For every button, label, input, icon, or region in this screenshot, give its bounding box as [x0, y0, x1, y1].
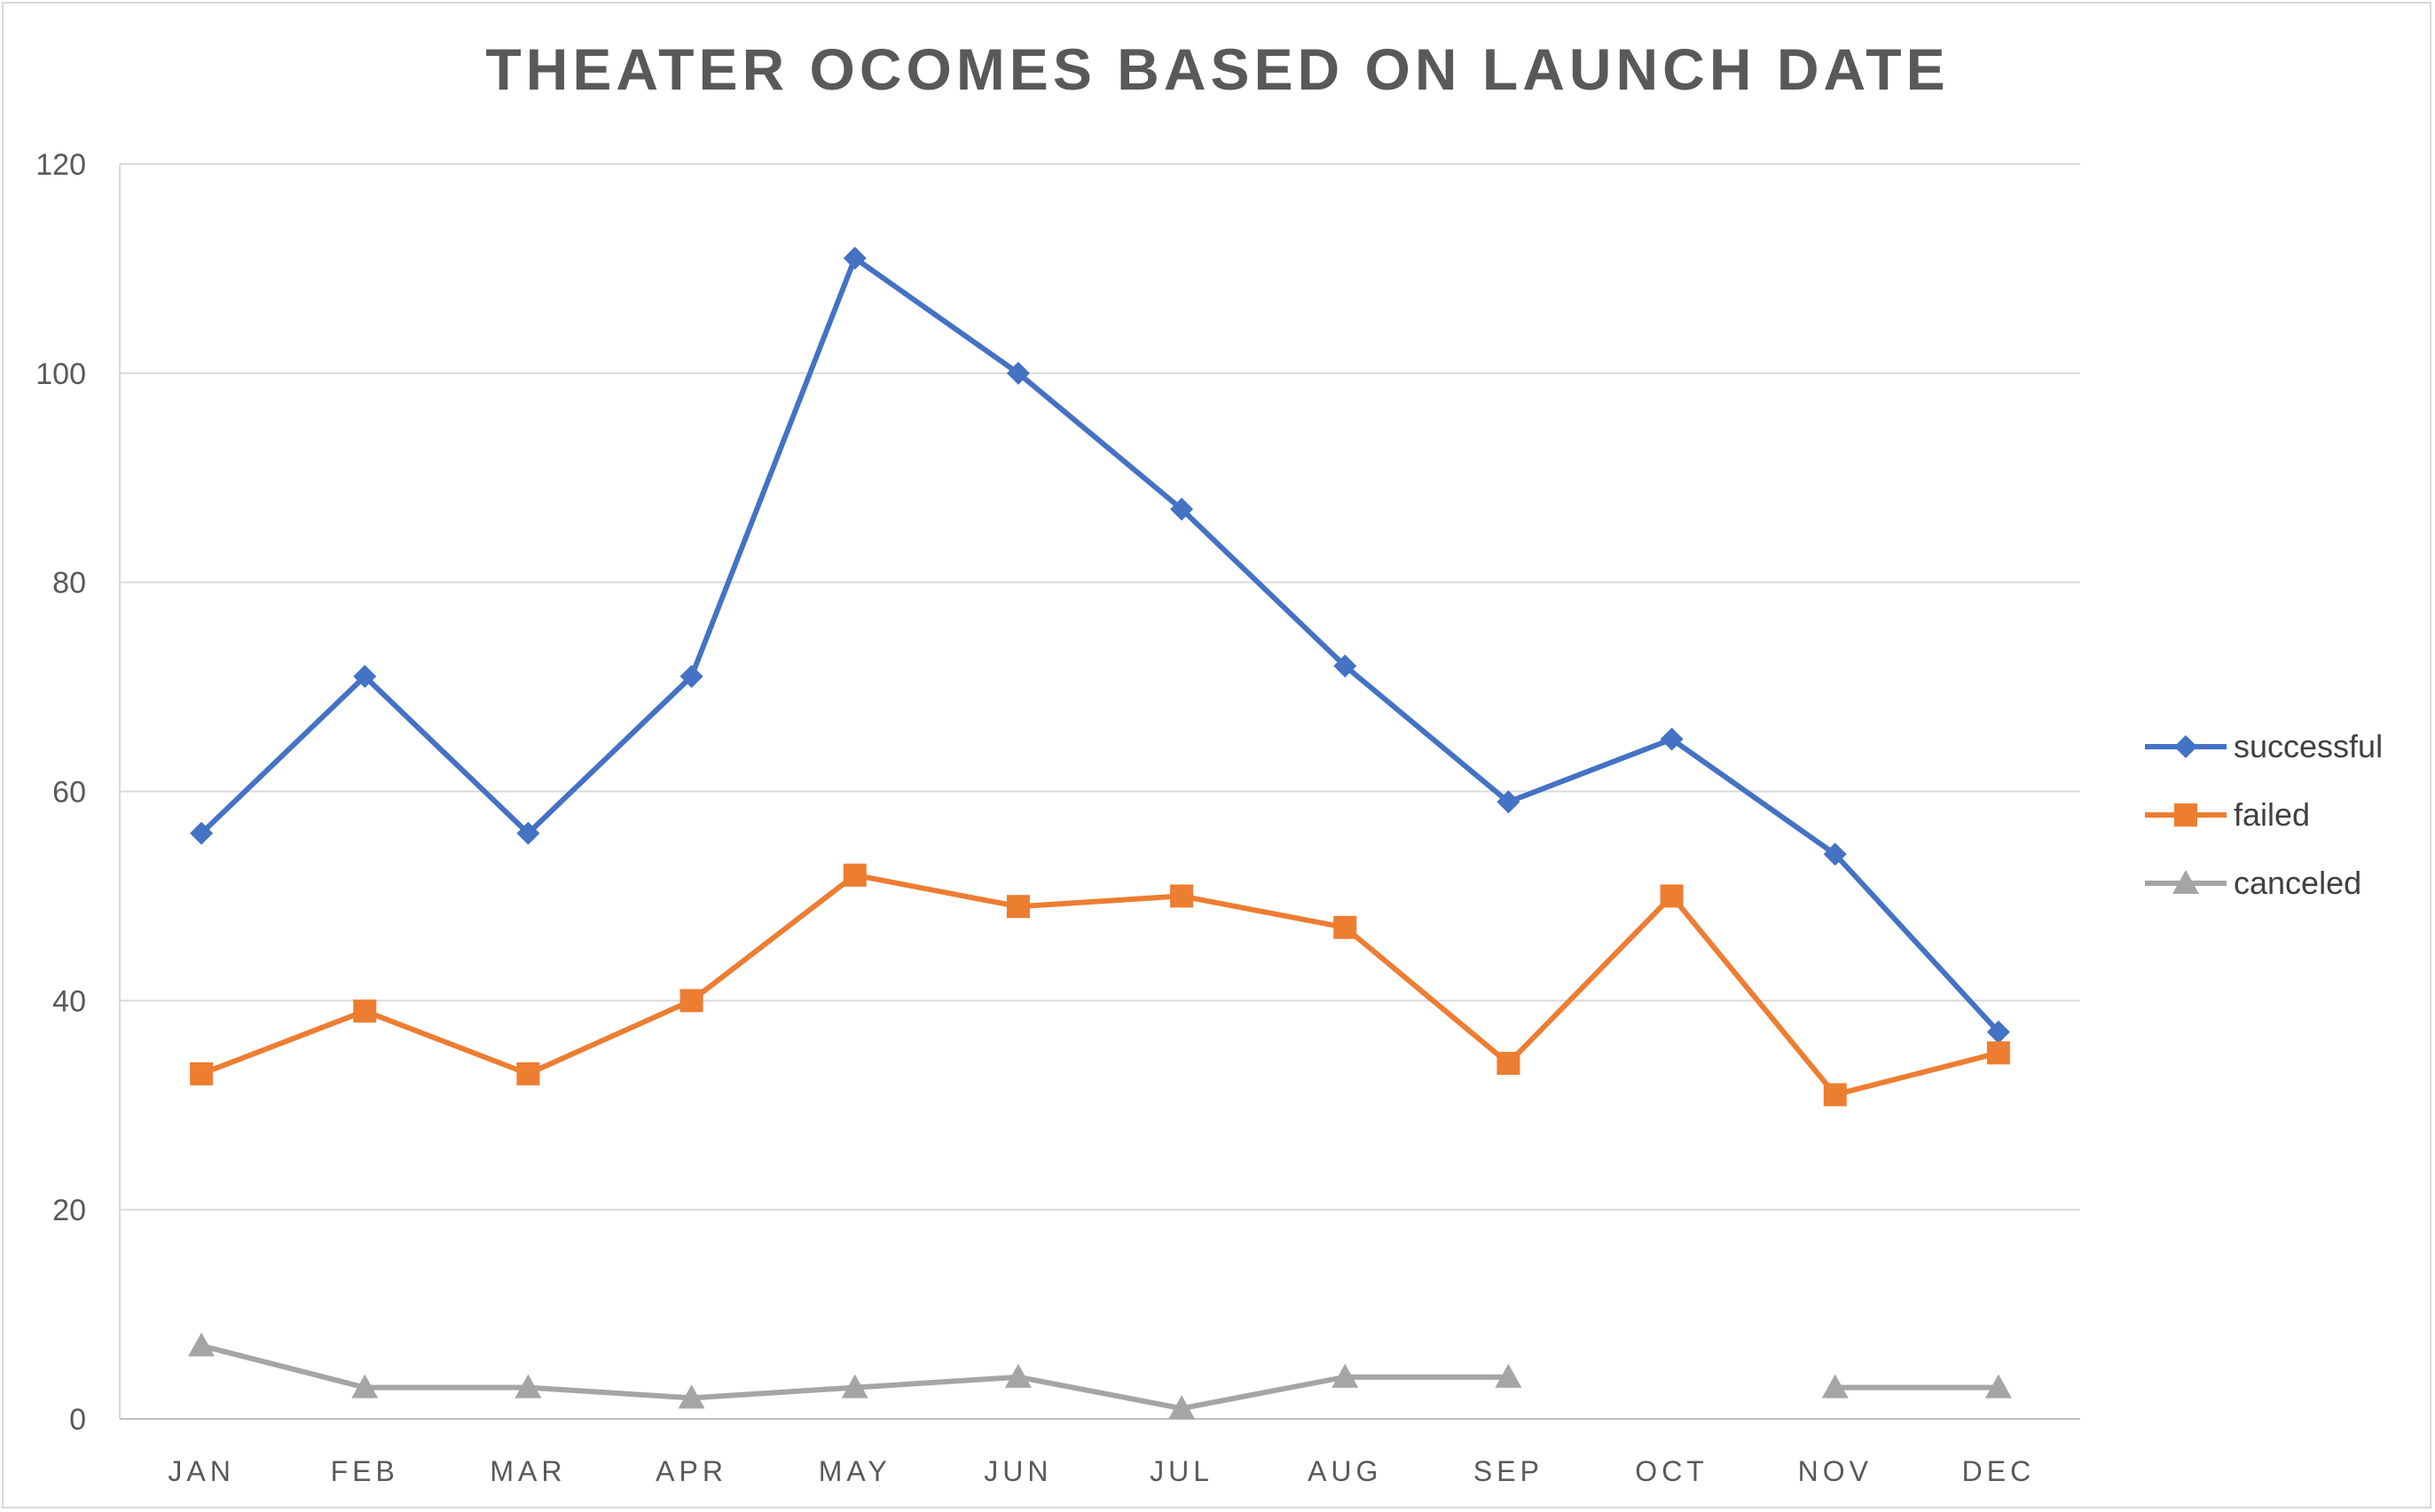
- data-point-canceled: [1331, 1363, 1359, 1388]
- data-point-failed: [1660, 884, 1684, 908]
- legend-item-successful: successful: [2145, 728, 2383, 764]
- data-point-successful: [1660, 727, 1684, 751]
- x-tick-label: JAN: [168, 1455, 234, 1487]
- data-point-successful: [1986, 1020, 2010, 1044]
- legend-marker: [2174, 803, 2197, 827]
- data-point-successful: [190, 821, 214, 845]
- x-axis-ticks: JAN FEB MAR APR MAY JUN JUL AUG SEP OCT NOV DEC: [168, 1455, 2036, 1487]
- x-tick-label: SEP: [1473, 1455, 1543, 1487]
- data-point-failed: [1823, 1083, 1847, 1107]
- data-point-successful: [1006, 361, 1030, 385]
- legend-label: successful: [2234, 728, 2383, 764]
- data-point-successful: [843, 247, 867, 270]
- data-point-canceled: [514, 1374, 542, 1398]
- y-tick-label: 80: [52, 567, 86, 600]
- x-tick-label: MAY: [819, 1455, 892, 1487]
- data-point-failed: [1170, 884, 1194, 908]
- data-point-canceled: [678, 1384, 705, 1409]
- y-tick-label: 100: [35, 357, 86, 391]
- legend: successful failed canceled: [2145, 728, 2383, 901]
- data-point-canceled: [1821, 1374, 1849, 1398]
- legend-label: canceled: [2234, 865, 2361, 901]
- data-point-canceled: [1984, 1374, 2012, 1398]
- x-tick-label: AUG: [1308, 1455, 1382, 1487]
- data-point-successful: [516, 821, 540, 845]
- data-point-canceled: [188, 1332, 216, 1357]
- series-line-failed: [200, 872, 1999, 1098]
- x-tick-label: JUL: [1150, 1455, 1214, 1487]
- data-point-successful: [353, 664, 377, 688]
- legend-marker: [2174, 735, 2197, 758]
- series-line-canceled: [200, 1343, 1999, 1412]
- data-point-successful: [1496, 790, 1520, 814]
- data-point-successful: [1333, 654, 1357, 678]
- x-tick-label: NOV: [1798, 1455, 1873, 1487]
- gridlines: [119, 163, 2080, 1420]
- data-point-failed: [516, 1062, 540, 1085]
- x-tick-label: DEC: [1962, 1455, 2036, 1487]
- data-point-canceled: [841, 1374, 868, 1398]
- y-tick-label: 40: [52, 984, 86, 1018]
- x-tick-label: JUN: [984, 1455, 1052, 1487]
- legend-item-canceled: canceled: [2145, 865, 2361, 901]
- data-point-successful: [1170, 497, 1194, 521]
- data-point-failed: [1333, 915, 1357, 939]
- series-successful: [190, 247, 2010, 1044]
- data-point-successful: [1823, 842, 1847, 866]
- legend-item-failed: failed: [2145, 796, 2310, 833]
- data-point-failed: [843, 863, 867, 887]
- series-canceled: [188, 1332, 2012, 1420]
- y-tick-label: 0: [69, 1403, 86, 1437]
- data-point-canceled: [1168, 1395, 1196, 1420]
- series-line-successful: [200, 255, 2001, 1034]
- data-point-failed: [1006, 895, 1030, 919]
- y-tick-label: 60: [52, 776, 86, 810]
- y-tick-label: 20: [52, 1194, 86, 1227]
- data-point-successful: [679, 664, 703, 688]
- x-tick-label: OCT: [1635, 1455, 1708, 1487]
- y-tick-label: 120: [35, 148, 86, 182]
- legend-marker: [2172, 870, 2199, 894]
- x-tick-label: FEB: [331, 1455, 399, 1487]
- data-point-failed: [190, 1062, 214, 1085]
- data-point-failed: [1986, 1041, 2010, 1065]
- data-point-canceled: [1495, 1363, 1522, 1388]
- data-point-failed: [1496, 1052, 1520, 1076]
- legend-label: failed: [2234, 796, 2310, 833]
- data-point-canceled: [1004, 1363, 1032, 1388]
- series-failed: [190, 863, 2010, 1107]
- data-point-failed: [679, 989, 703, 1013]
- x-tick-label: MAR: [490, 1455, 566, 1487]
- x-tick-label: APR: [656, 1455, 727, 1487]
- series-layer: [188, 247, 2012, 1420]
- chart-title: THEATER OCOMES BASED ON LAUNCH DATE: [485, 36, 1950, 102]
- data-point-canceled: [351, 1374, 379, 1398]
- y-axis-ticks: 0 20 40 60 80 100 120: [35, 148, 86, 1437]
- data-point-failed: [353, 999, 377, 1023]
